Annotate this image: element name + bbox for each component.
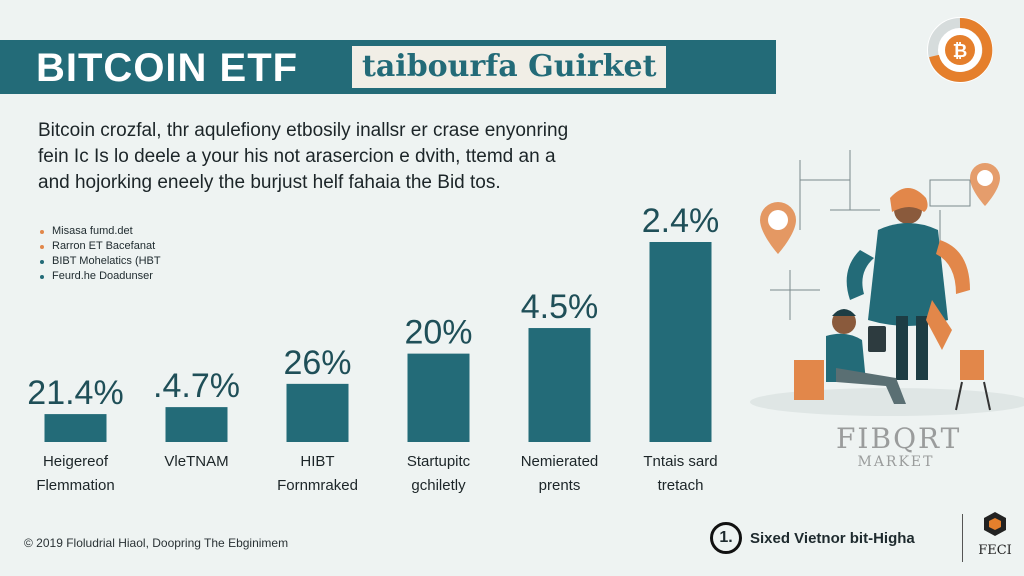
category-label: Tntais sard [643,453,717,470]
category-label: HIBT [300,453,334,470]
intro-line: fein Ic Is lo deele a your his not arase… [38,146,556,167]
legend-dot [40,259,44,264]
page-subtitle: taibourfa Guirket [352,46,667,88]
people-illustration [750,150,1024,416]
brand-name: Sixed Vietnor bit-Higha [750,529,915,547]
bitcoin-icon: ₿ [927,17,993,83]
hexagon-logo-icon [984,512,1006,536]
legend-label: Misasa fumd.det [52,225,133,237]
bar-value-label: 26% [283,344,351,382]
category-label: Startupitc [407,453,471,470]
bar [528,328,591,442]
bar-chart: 21.4% Heigereof Flemmation .4.7% VleTNAM 26% H… [27,202,720,494]
category-label: tretach [658,477,704,494]
market-watermark: FIBQRT MARKET [836,422,962,471]
watermark-line: MARKET [857,454,935,470]
bar [165,407,228,442]
legend-dot [40,229,44,234]
legend-dot [40,244,44,249]
legend-item: BIBT Mohelatics (HBT [40,254,161,269]
bar [44,414,107,442]
legend-label: Feurd.he Doadunser [52,270,153,282]
category-label: Flemmation [36,477,114,494]
legend-item: Misasa fumd.det [40,224,161,239]
category-label: prents [539,477,581,494]
intro-line: Bitcoin crozfal, thr aqulefiony etbosily… [38,120,569,141]
page-title: BITCOIN ETF [36,46,299,90]
corner-logo: FECI [970,510,1020,566]
intro-text: Bitcoin crozfal, thr aqulefiony etbosily… [38,118,638,196]
category-label: VleTNAM [164,453,228,470]
bar [407,353,470,442]
category-label: Fornmraked [277,477,358,494]
bar [286,383,349,442]
brand-number-icon: 1. [710,522,742,554]
bar-value-label: 20% [404,314,472,352]
brand-logo[interactable]: 1. Sixed Vietnor bit-Higha [710,520,915,556]
category-label: Nemierated [521,453,599,470]
legend-dot [40,274,44,279]
legend-item: Feurd.he Doadunser [40,269,161,284]
bar-value-label: 21.4% [27,374,123,412]
category-label: gchiletly [411,477,466,494]
footer-divider [962,514,963,562]
legend-label: Rarron ET Bacefanat [52,240,156,252]
copyright-text: © 2019 Floludrial Hiaol, Doopring The Eb… [24,536,289,550]
bar [649,242,712,442]
watermark-line: FIBQRT [836,422,962,455]
svg-text:₿: ₿ [953,41,968,62]
chart-legend: Misasa fumd.det Rarron ET Bacefanat BIBT… [40,224,161,284]
bar-value-label: 2.4% [642,202,720,240]
legend-item: Rarron ET Bacefanat [40,239,161,254]
corner-logo-text: FECI [978,543,1012,558]
legend-label: BIBT Mohelatics (HBT [52,255,161,267]
intro-line: and hojorking eneely the burjust helf fa… [38,172,501,193]
bar-value-label: 4.5% [521,288,599,326]
bar-value-label: .4.7% [153,367,240,405]
category-label: Heigereof [43,453,109,470]
